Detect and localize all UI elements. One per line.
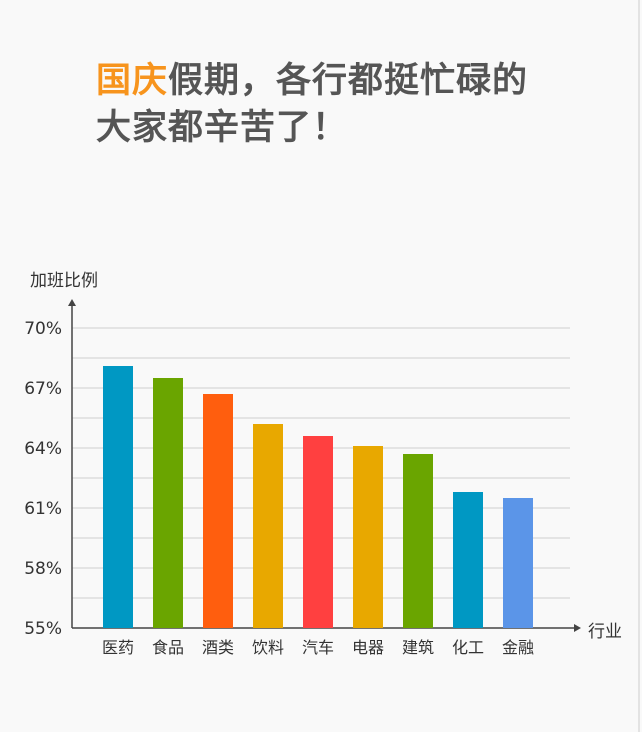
bar	[503, 498, 533, 628]
category-label: 酒类	[202, 638, 234, 657]
category-label: 电器	[352, 638, 384, 657]
x-axis-arrow	[574, 624, 581, 632]
bar	[353, 446, 383, 628]
bar	[103, 366, 133, 628]
category-label: 金融	[502, 638, 534, 657]
x-axis-title: 行业	[588, 622, 622, 642]
category-label: 食品	[152, 638, 184, 657]
y-tick-label: 61%	[24, 499, 62, 519]
right-edge-rule	[638, 0, 640, 732]
category-label: 医药	[102, 638, 134, 657]
bar	[453, 492, 483, 628]
bar	[153, 378, 183, 628]
headline-line-1: 国庆假期，各行都挺忙碌的	[96, 58, 616, 105]
bar	[203, 394, 233, 628]
category-label: 饮料	[252, 638, 284, 657]
category-label: 汽车	[302, 638, 334, 657]
headline: 国庆假期，各行都挺忙碌的 大家都辛苦了！	[96, 58, 616, 152]
category-label: 建筑	[402, 638, 434, 657]
bar	[403, 454, 433, 628]
y-tick-label: 67%	[24, 379, 62, 399]
y-tick-label: 58%	[24, 559, 62, 579]
y-axis-arrow	[68, 299, 76, 306]
headline-highlight: 国庆	[96, 61, 169, 101]
headline-line-1-rest: 假期，各行都挺忙碌的	[168, 61, 529, 101]
headline-line-2: 大家都辛苦了！	[96, 108, 349, 148]
y-tick-label: 64%	[24, 439, 62, 459]
y-axis-title: 加班比例	[30, 271, 98, 291]
bar	[253, 424, 283, 628]
y-tick-label: 70%	[24, 319, 62, 339]
category-label: 化工	[452, 638, 484, 657]
bar	[303, 436, 333, 628]
y-tick-label: 55%	[24, 619, 62, 639]
